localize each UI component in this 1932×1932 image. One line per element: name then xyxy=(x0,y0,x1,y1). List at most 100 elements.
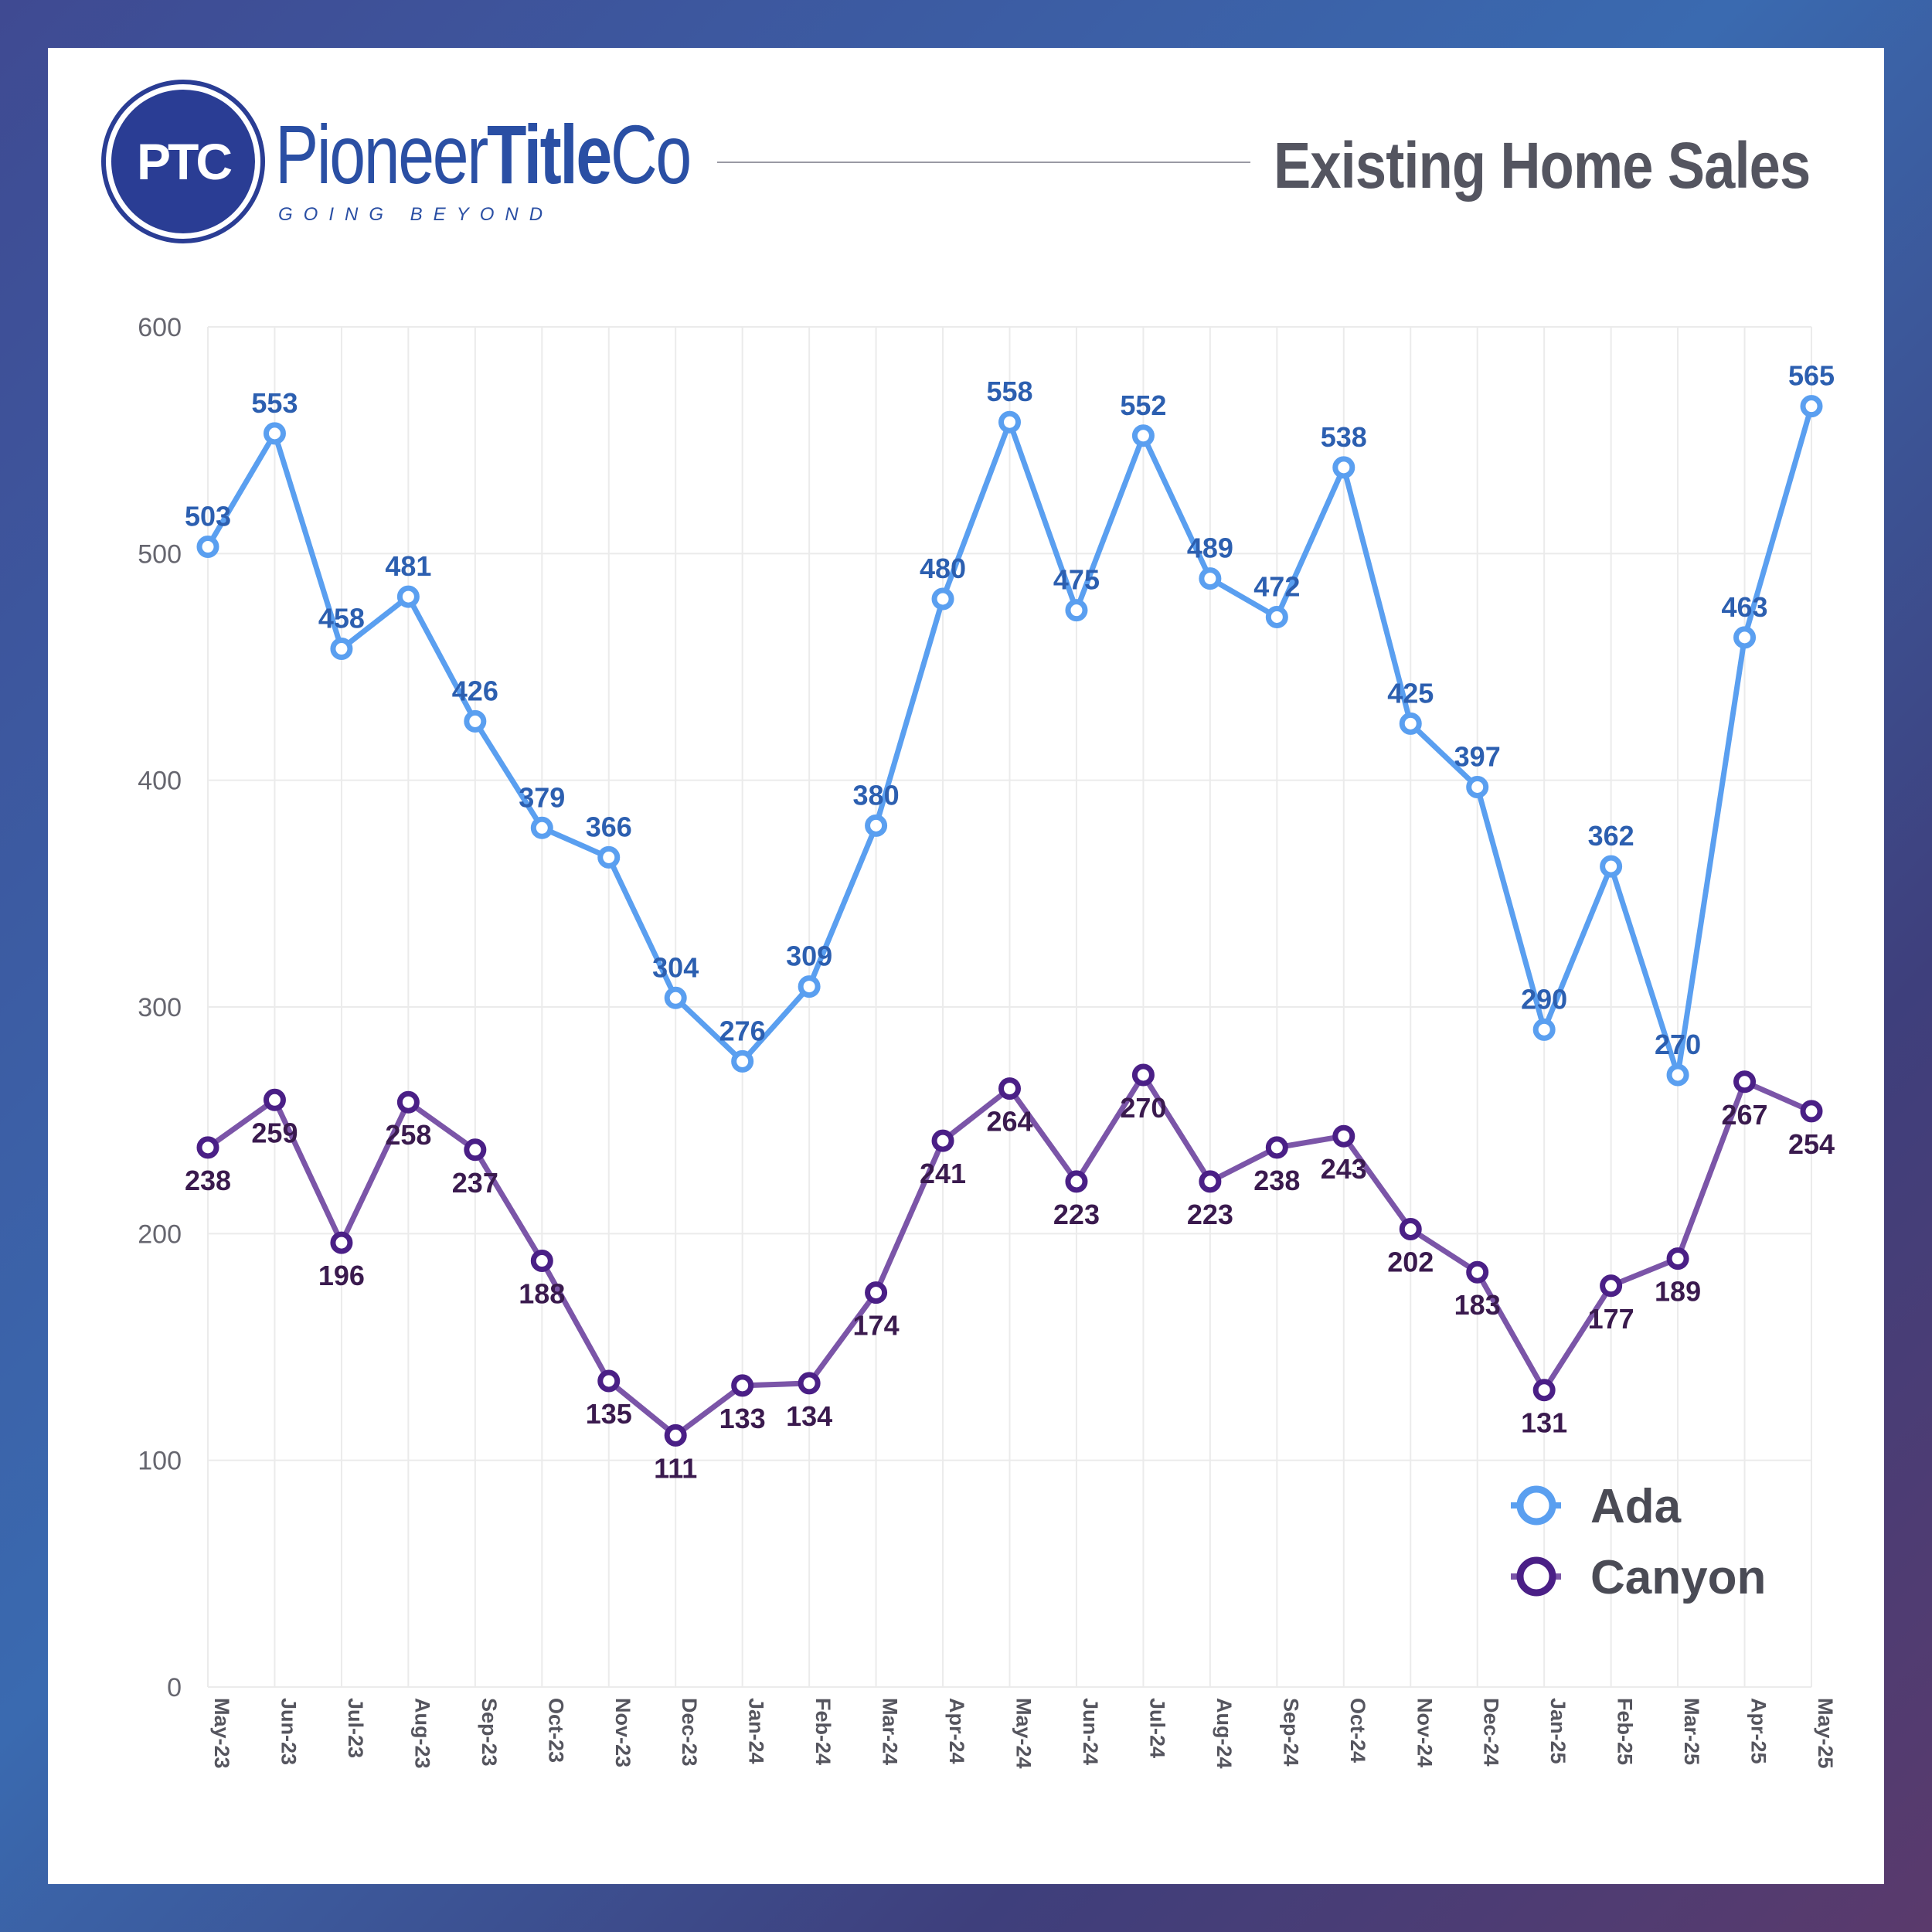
y-tick-label-400: 400 xyxy=(138,767,182,796)
brand-name-bold: Title xyxy=(486,107,612,201)
point-ada-Apr-25 xyxy=(1733,626,1757,649)
x-tick-label-Aug-23: Aug-23 xyxy=(410,1698,434,1769)
x-tick-label-Jan-25: Jan-25 xyxy=(1546,1698,1570,1764)
point-canyon-Apr-24 xyxy=(931,1129,954,1152)
data-label-canyon-Jun-24: 223 xyxy=(1053,1199,1100,1230)
x-tick-label-Dec-24: Dec-24 xyxy=(1480,1698,1503,1767)
point-canyon-Mar-24 xyxy=(865,1281,888,1304)
point-ada-Dec-23 xyxy=(664,986,687,1009)
point-ada-Nov-24 xyxy=(1399,712,1422,735)
point-canyon-May-24 xyxy=(998,1077,1021,1100)
brand-name-light: Pioneer xyxy=(275,107,488,201)
x-tick-label-Dec-23: Dec-23 xyxy=(678,1698,701,1767)
x-tick-label-Aug-24: Aug-24 xyxy=(1213,1698,1236,1769)
point-canyon-Sep-24 xyxy=(1265,1136,1288,1159)
point-canyon-Oct-23 xyxy=(530,1250,553,1273)
point-ada-Sep-23 xyxy=(464,709,487,733)
y-tick-label-200: 200 xyxy=(138,1219,182,1249)
legend-label-ada: Ada xyxy=(1590,1480,1682,1533)
data-label-canyon-Jun-23: 259 xyxy=(251,1117,298,1148)
data-label-canyon-Nov-23: 135 xyxy=(586,1398,632,1430)
data-label-ada-Sep-23: 426 xyxy=(452,675,498,706)
data-label-canyon-Sep-24: 238 xyxy=(1253,1165,1300,1196)
point-ada-Nov-23 xyxy=(597,845,621,869)
point-ada-Feb-25 xyxy=(1600,855,1623,878)
data-label-canyon-Jan-24: 133 xyxy=(719,1403,766,1434)
point-ada-Jul-24 xyxy=(1131,424,1155,447)
point-ada-May-24 xyxy=(998,410,1021,434)
point-canyon-Aug-23 xyxy=(396,1090,420,1114)
x-tick-label-Nov-23: Nov-23 xyxy=(611,1698,634,1767)
data-label-ada-Jun-24: 475 xyxy=(1053,564,1100,596)
point-canyon-Jan-24 xyxy=(731,1374,754,1397)
data-label-ada-Jul-24: 552 xyxy=(1120,389,1166,421)
point-ada-Oct-23 xyxy=(530,816,553,839)
data-label-canyon-Dec-24: 183 xyxy=(1454,1289,1501,1321)
point-canyon-Nov-24 xyxy=(1399,1217,1422,1240)
point-canyon-May-23 xyxy=(196,1136,219,1159)
point-canyon-Jun-23 xyxy=(263,1088,286,1111)
data-label-ada-Apr-24: 480 xyxy=(920,553,966,584)
data-label-canyon-Mar-25: 189 xyxy=(1655,1276,1701,1308)
data-label-ada-Aug-23: 481 xyxy=(385,550,431,582)
point-canyon-Jun-24 xyxy=(1065,1170,1088,1193)
point-canyon-Jan-25 xyxy=(1532,1379,1556,1402)
page-title: Existing Home Sales xyxy=(1273,129,1811,202)
axis-layer: 0 100 200 300 400 500 600 May-23 Jun-23 Jul-23 Aug… xyxy=(138,313,1837,1769)
y-tick-label-600: 600 xyxy=(138,313,182,342)
data-label-layer: 503 553 458 481 426 379 366 304 276 309 380 480 558 4… xyxy=(185,360,1835,1485)
x-tick-label-Oct-24: Oct-24 xyxy=(1346,1698,1369,1763)
data-label-ada-May-25: 565 xyxy=(1788,360,1835,392)
data-label-ada-Apr-25: 463 xyxy=(1722,591,1768,623)
data-label-canyon-Feb-24: 134 xyxy=(786,1400,832,1432)
legend-label-canyon: Canyon xyxy=(1590,1551,1766,1604)
point-canyon-Dec-23 xyxy=(664,1423,687,1447)
point-canyon-Mar-25 xyxy=(1666,1247,1689,1270)
data-label-ada-Nov-24: 425 xyxy=(1387,677,1434,709)
data-label-ada-Jan-25: 290 xyxy=(1521,983,1567,1015)
point-canyon-Aug-24 xyxy=(1199,1170,1222,1193)
brand-name-suffix: Co xyxy=(610,107,692,201)
point-canyon-Feb-25 xyxy=(1600,1274,1623,1298)
data-label-canyon-Oct-24: 243 xyxy=(1321,1153,1367,1185)
data-label-ada-Mar-25: 270 xyxy=(1655,1029,1701,1060)
point-ada-Jun-24 xyxy=(1065,599,1088,622)
point-canyon-Feb-24 xyxy=(798,1372,821,1395)
point-ada-Jul-23 xyxy=(330,638,353,661)
legend-marker-canyon xyxy=(1516,1556,1556,1597)
y-tick-label-100: 100 xyxy=(138,1447,182,1476)
data-label-ada-May-23: 503 xyxy=(185,501,231,532)
x-tick-label-Sep-23: Sep-23 xyxy=(478,1698,501,1767)
x-tick-label-Feb-25: Feb-25 xyxy=(1614,1698,1637,1765)
data-label-canyon-May-23: 238 xyxy=(185,1165,231,1196)
data-label-ada-Dec-23: 304 xyxy=(652,951,699,983)
ptc-logo-mark: PTC xyxy=(111,90,255,233)
grid-layer xyxy=(207,326,1812,1688)
x-tick-label-Jun-23: Jun-23 xyxy=(277,1698,300,1765)
x-tick-label-Sep-24: Sep-24 xyxy=(1279,1698,1302,1767)
legend-marker-ada xyxy=(1516,1485,1556,1526)
point-ada-Mar-24 xyxy=(865,814,888,837)
data-label-canyon-May-24: 264 xyxy=(986,1106,1032,1138)
data-label-canyon-Jul-23: 196 xyxy=(318,1260,365,1291)
point-ada-Oct-24 xyxy=(1332,456,1355,479)
point-ada-May-23 xyxy=(196,536,219,559)
point-ada-Jan-25 xyxy=(1532,1018,1556,1041)
data-label-ada-Aug-24: 489 xyxy=(1187,532,1233,564)
data-label-ada-Feb-25: 362 xyxy=(1588,820,1634,852)
x-tick-label-May-23: May-23 xyxy=(210,1698,233,1769)
point-canyon-Apr-25 xyxy=(1733,1070,1757,1094)
y-tick-label-500: 500 xyxy=(138,539,182,569)
point-ada-Aug-23 xyxy=(396,585,420,608)
series-layer xyxy=(196,395,1823,1447)
x-tick-label-Apr-24: Apr-24 xyxy=(945,1698,968,1764)
data-label-ada-Sep-24: 472 xyxy=(1253,570,1300,602)
x-tick-label-Mar-24: Mar-24 xyxy=(879,1698,902,1765)
data-label-canyon-Apr-24: 241 xyxy=(920,1158,966,1189)
data-label-canyon-Feb-25: 177 xyxy=(1588,1303,1634,1335)
data-label-ada-Jul-23: 458 xyxy=(318,603,365,634)
brand-tagline: GOING BEYOND xyxy=(278,204,554,225)
x-tick-label-Mar-25: Mar-25 xyxy=(1680,1698,1703,1765)
data-label-ada-Jan-24: 276 xyxy=(719,1015,766,1046)
